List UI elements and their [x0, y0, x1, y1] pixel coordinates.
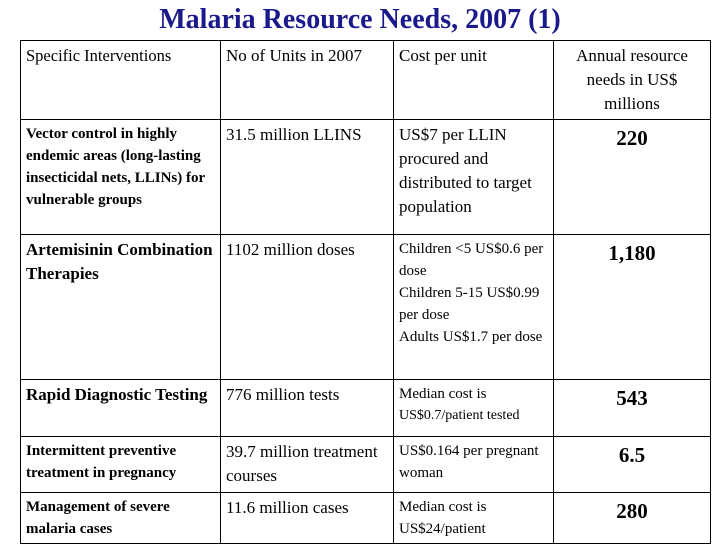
table-row: Rapid Diagnostic Testing 776 million tes…: [20, 379, 711, 437]
cost-line: Children 5-15 US$0.99 per dose: [399, 285, 540, 323]
header-cell: Annual resource needs in US$ millions: [553, 40, 711, 120]
cost: Children <5 US$0.6 per dose Children 5-1…: [393, 234, 554, 380]
cost-line: US$0.164 per pregnant woman: [399, 443, 539, 481]
intervention: Artemisinin Combination Therapies: [20, 234, 221, 380]
header-row: Specific Interventions No of Units in 20…: [20, 40, 711, 120]
cost: Median cost is US$0.7/patient tested: [393, 379, 554, 437]
units: 39.7 million treatment courses: [220, 436, 394, 493]
annual-need: 543: [553, 379, 711, 437]
units: 776 million tests: [220, 379, 394, 437]
header-cell: Cost per unit: [393, 40, 554, 120]
cost: US$0.164 per pregnant woman: [393, 436, 554, 493]
intervention: Rapid Diagnostic Testing: [20, 379, 221, 437]
intervention: Vector control in highly endemic areas (…: [20, 119, 221, 235]
intervention: Intermittent preventive treatment in pre…: [20, 436, 221, 493]
cost-line: Children <5 US$0.6 per dose: [399, 241, 544, 279]
resource-table: Specific Interventions No of Units in 20…: [20, 40, 711, 544]
units: 11.6 million cases: [220, 492, 394, 544]
annual-need: 220: [553, 119, 711, 235]
table-row: Artemisinin Combination Therapies 1102 m…: [20, 234, 711, 380]
cost-line: US$0.7/patient tested: [399, 408, 520, 423]
cost-line: Median cost is: [399, 386, 487, 402]
header-cell: No of Units in 2007: [220, 40, 394, 120]
annual-need: 6.5: [553, 436, 711, 493]
cost: US$7 per LLIN procured and distributed t…: [393, 119, 554, 235]
table-row: Vector control in highly endemic areas (…: [20, 119, 711, 235]
table-row: Intermittent preventive treatment in pre…: [20, 436, 711, 493]
table-row: Management of severe malaria cases 11.6 …: [20, 492, 711, 544]
cost-line: Median cost is US$24/patient: [399, 499, 487, 537]
header-cell: Specific Interventions: [20, 40, 221, 120]
annual-need: 280: [553, 492, 711, 544]
cost-line: Adults US$1.7 per dose: [399, 329, 543, 345]
units: 31.5 million LLINS: [220, 119, 394, 235]
annual-need: 1,180: [553, 234, 711, 380]
slide-title: Malaria Resource Needs, 2007 (1): [159, 4, 561, 35]
intervention: Management of severe malaria cases: [20, 492, 221, 544]
cost: Median cost is US$24/patient: [393, 492, 554, 544]
units: 1102 million doses: [220, 234, 394, 380]
cost-line: US$7 per LLIN procured and distributed t…: [399, 125, 532, 216]
